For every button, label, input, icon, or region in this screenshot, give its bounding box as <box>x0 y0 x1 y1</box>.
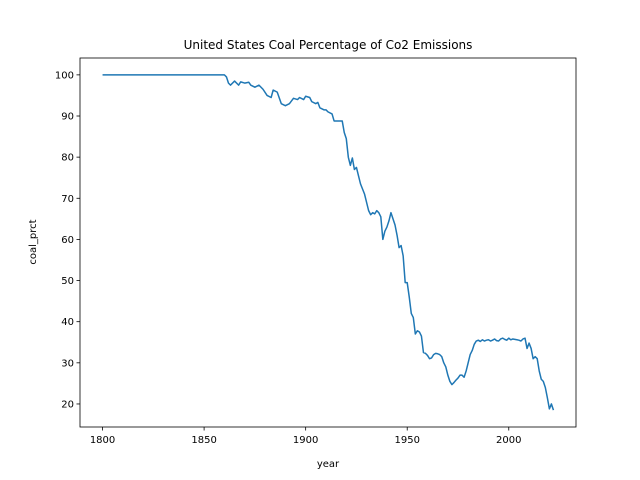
x-tick-label: 1800 <box>90 435 115 446</box>
data-line <box>102 74 555 411</box>
x-axis-label: year <box>317 459 340 470</box>
x-tick-label: 1850 <box>191 435 216 446</box>
y-axis-label: coal_prct <box>28 219 39 264</box>
y-tick-label: 100 <box>55 70 74 81</box>
x-tick-label: 1950 <box>394 435 419 446</box>
axes-frame <box>79 57 577 428</box>
y-tick-label: 90 <box>61 112 74 123</box>
y-tick-label: 70 <box>61 194 74 205</box>
x-tick-label: 1900 <box>293 435 318 446</box>
y-tick-label: 20 <box>61 399 74 410</box>
y-tick-label: 50 <box>61 276 74 287</box>
y-tick-label: 60 <box>61 235 74 246</box>
y-tick-label: 80 <box>61 153 74 164</box>
x-tick-label: 2000 <box>496 435 521 446</box>
y-tick-label: 40 <box>61 317 74 328</box>
y-tick-label: 30 <box>61 358 74 369</box>
chart-title: United States Coal Percentage of Co2 Emi… <box>184 38 473 52</box>
